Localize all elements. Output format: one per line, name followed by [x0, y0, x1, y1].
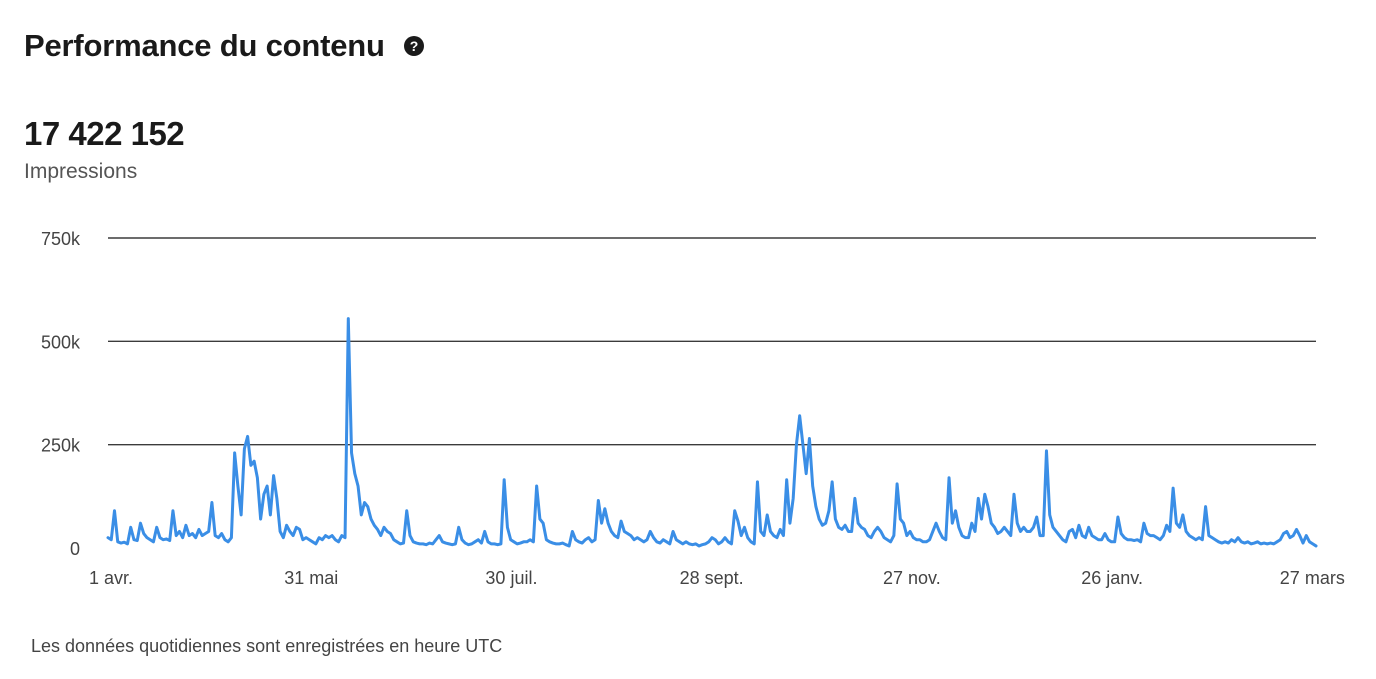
x-tick-label: 27 nov.	[883, 568, 941, 588]
y-tick-label: 250k	[41, 436, 81, 456]
x-tick-label: 1 avr.	[89, 568, 133, 588]
y-tick-label: 750k	[41, 229, 81, 249]
svg-text:?: ?	[410, 38, 419, 54]
x-tick-label: 30 juil.	[485, 568, 537, 588]
y-tick-label: 500k	[41, 332, 81, 352]
x-tick-label: 28 sept.	[680, 568, 744, 588]
page-title: Performance du contenu	[24, 28, 385, 63]
footnote: Les données quotidiennes sont enregistré…	[31, 636, 503, 656]
impressions-line-chart: 0 250k 500k 750k 1 avr. 31 mai 30 juil. 28 sep…	[41, 229, 1345, 588]
help-icon[interactable]: ?	[403, 35, 425, 57]
section-header: Performance du contenu ?	[24, 28, 425, 64]
series-line-impressions	[106, 317, 1318, 548]
x-tick-label: 27 mars	[1280, 568, 1345, 588]
x-tick-label: 31 mai	[284, 568, 338, 588]
impressions-label: Impressions	[24, 160, 138, 183]
x-tick-label: 26 janv.	[1081, 568, 1143, 588]
impressions-total: 17 422 152	[24, 115, 185, 152]
y-tick-label: 0	[70, 539, 80, 559]
